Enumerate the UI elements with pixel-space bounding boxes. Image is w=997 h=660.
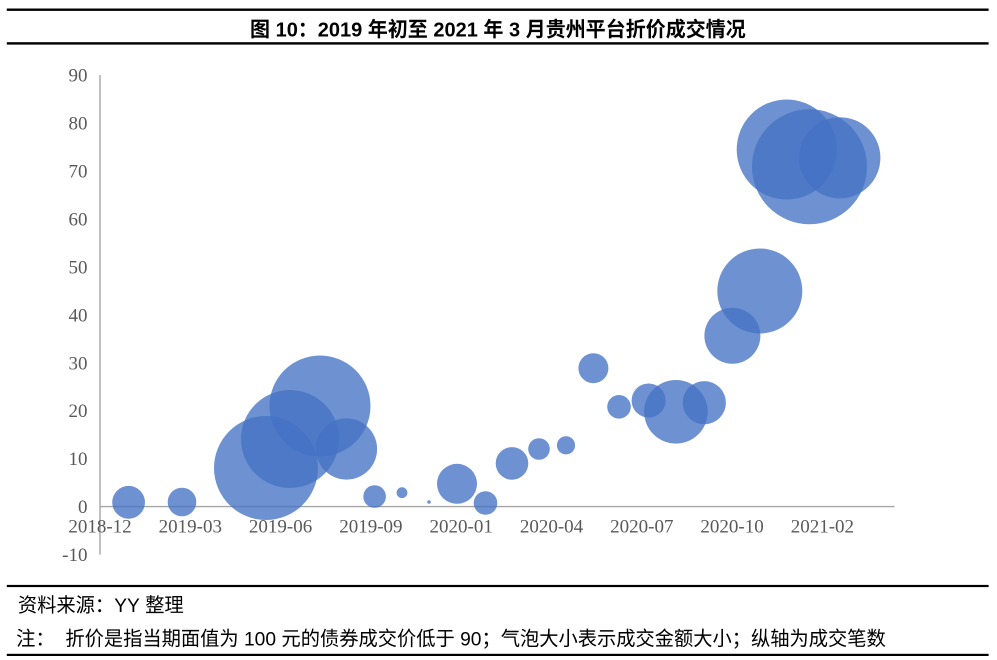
svg-text:40: 40	[69, 305, 88, 326]
svg-text:2019-03: 2019-03	[159, 517, 222, 538]
svg-text:0: 0	[78, 497, 88, 518]
svg-text:60: 60	[69, 210, 88, 231]
svg-text:30: 30	[69, 353, 88, 374]
svg-text:20: 20	[69, 401, 88, 422]
svg-text:100: 100	[244, 630, 276, 651]
svg-text:2019: 2019	[318, 20, 363, 42]
svg-text:2020-01: 2020-01	[430, 517, 493, 538]
svg-text:90: 90	[460, 630, 481, 651]
svg-text:70: 70	[69, 162, 88, 183]
svg-text:2021: 2021	[433, 20, 478, 42]
svg-text:50: 50	[69, 257, 88, 278]
svg-text:80: 80	[69, 114, 88, 135]
svg-text:90: 90	[69, 66, 88, 87]
svg-text:10: 10	[69, 449, 88, 470]
svg-text:2020-07: 2020-07	[610, 517, 673, 538]
svg-text:YY: YY	[114, 596, 140, 617]
svg-text:2019-06: 2019-06	[249, 517, 312, 538]
svg-text:2020-04: 2020-04	[520, 517, 584, 538]
svg-text:3: 3	[509, 20, 520, 42]
svg-text:-10: -10	[62, 545, 87, 566]
svg-text:2021-02: 2021-02	[791, 517, 854, 538]
svg-text:10: 10	[276, 20, 298, 42]
svg-text:2020-10: 2020-10	[700, 517, 763, 538]
svg-text:2018-12: 2018-12	[68, 517, 131, 538]
svg-text:2019-09: 2019-09	[339, 517, 402, 538]
